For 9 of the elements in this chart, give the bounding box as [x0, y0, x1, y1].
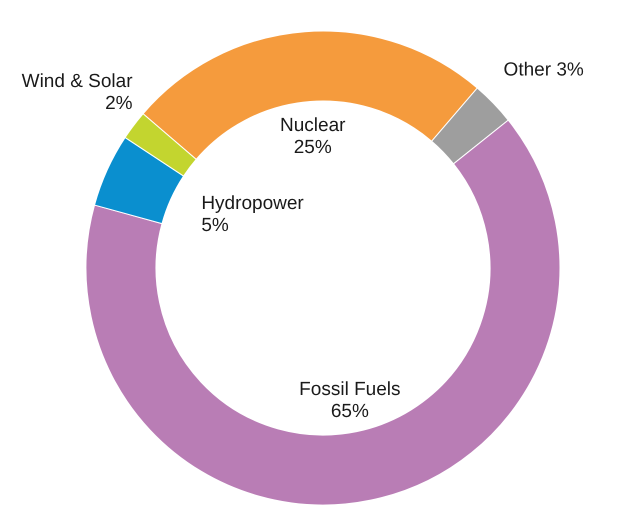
data-label: 2%: [105, 92, 133, 114]
slice-label: Nuclear: [280, 114, 346, 136]
data-label: 65%: [330, 400, 369, 422]
slice-label: Hydropower: [201, 193, 304, 214]
data-label: 5%: [201, 214, 229, 236]
data-label: 25%: [294, 136, 332, 158]
slice-label: Wind & Solar: [22, 70, 134, 92]
slice-label: Fossil Fuels: [299, 379, 401, 400]
slice-label: Other 3%: [504, 60, 584, 81]
